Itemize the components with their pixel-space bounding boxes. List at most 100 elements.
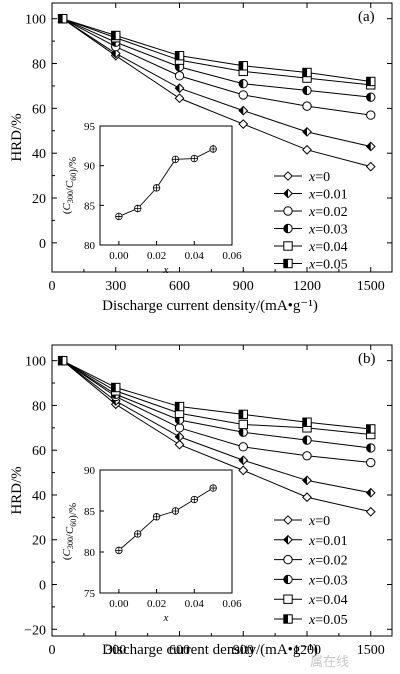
data-point bbox=[57, 13, 68, 24]
series-x-0-03 bbox=[57, 355, 376, 453]
legend: x=0 x=0.01 x=0.02 x=0.03 x=0.04 x=0.05 bbox=[274, 170, 348, 273]
data-point bbox=[174, 93, 185, 104]
x-tick-label: 300 bbox=[105, 643, 126, 658]
data-point-fill bbox=[366, 488, 371, 497]
legend-item: x=0.03 bbox=[274, 223, 348, 238]
y-tick-label: 60 bbox=[32, 102, 46, 117]
series-line bbox=[62, 360, 371, 464]
legend-marker-fill bbox=[283, 575, 288, 584]
data-point bbox=[238, 79, 248, 89]
series-x-0-05 bbox=[57, 355, 376, 434]
inset-data-point bbox=[152, 184, 161, 192]
legend-label: x=0.05 bbox=[308, 258, 348, 273]
y-tick-label: 100 bbox=[25, 13, 46, 28]
x-axis-title: Discharge current density/(mA•g⁻¹) bbox=[102, 298, 318, 314]
legend-marker bbox=[283, 171, 293, 181]
legend-marker-outline bbox=[283, 594, 293, 604]
inset-data-point-cross bbox=[190, 496, 198, 503]
inset-data-point bbox=[209, 484, 217, 492]
inset-x-tick-label: 0.06 bbox=[222, 250, 242, 262]
y-tick-label: 60 bbox=[32, 444, 46, 459]
y-tick-label: 20 bbox=[32, 192, 46, 207]
legend-marker bbox=[283, 554, 293, 565]
inset-x-tick-label: 0.06 bbox=[222, 598, 242, 610]
legend-item: x=0.04 bbox=[274, 593, 348, 608]
series-line bbox=[62, 18, 371, 82]
data-point bbox=[365, 141, 376, 152]
data-point bbox=[365, 487, 376, 498]
inset-chart: 0.00 0.02 0.04 0.06 75 80 85 90 x (C300/C60)/% bbox=[61, 465, 242, 624]
panel-label: (a) bbox=[358, 9, 375, 25]
data-point-outline bbox=[302, 451, 312, 461]
data-point-fill bbox=[366, 92, 371, 102]
series-line bbox=[62, 18, 371, 98]
inset-y-axis-title: (C300/C60)/% bbox=[61, 157, 79, 214]
data-point-outline bbox=[174, 71, 185, 81]
data-point bbox=[174, 423, 185, 433]
data-point bbox=[302, 101, 312, 111]
legend-item: x=0.01 bbox=[274, 534, 348, 549]
data-point bbox=[302, 85, 312, 96]
x-tick-label: 900 bbox=[233, 643, 254, 658]
data-point bbox=[174, 431, 185, 442]
data-point-fill bbox=[366, 443, 371, 453]
series-line bbox=[62, 18, 371, 147]
data-point bbox=[174, 401, 185, 412]
data-point-outline bbox=[365, 161, 376, 172]
data-point bbox=[238, 465, 249, 476]
inset-data-point-cross bbox=[134, 530, 142, 538]
series-line bbox=[62, 18, 371, 86]
data-point-fill bbox=[366, 142, 371, 151]
data-point bbox=[302, 417, 312, 427]
data-point bbox=[302, 435, 312, 445]
data-point-fill bbox=[175, 432, 180, 441]
data-point-outline bbox=[302, 101, 312, 111]
data-point bbox=[365, 161, 376, 172]
legend-item: x=0.02 bbox=[274, 554, 348, 569]
data-point-outline bbox=[238, 419, 248, 430]
legend-label: x=0.04 bbox=[308, 593, 348, 608]
data-point bbox=[302, 126, 312, 137]
legend-marker bbox=[283, 188, 293, 199]
data-point bbox=[365, 506, 376, 517]
data-point bbox=[302, 451, 312, 461]
data-point bbox=[366, 443, 376, 453]
inset-data-point-cross bbox=[153, 184, 160, 192]
inset-data-point-cross bbox=[172, 156, 179, 163]
data-point bbox=[238, 455, 249, 466]
data-point-fill bbox=[302, 435, 307, 445]
y-tick-label: 20 bbox=[32, 534, 46, 549]
legend-label: x=0 bbox=[308, 514, 330, 529]
data-point bbox=[302, 475, 312, 486]
legend-marker-outline bbox=[283, 171, 293, 181]
data-point-fill bbox=[239, 456, 244, 465]
data-point-fill bbox=[239, 106, 244, 115]
data-point-fill bbox=[366, 424, 371, 434]
data-point-fill bbox=[58, 356, 63, 365]
data-point-outline bbox=[365, 506, 376, 517]
panel-label: (b) bbox=[358, 351, 376, 367]
legend-marker bbox=[283, 223, 293, 234]
x-tick-label: 1200 bbox=[293, 643, 321, 658]
data-point-fill bbox=[239, 428, 244, 437]
series-line bbox=[62, 360, 371, 513]
data-point-fill bbox=[58, 14, 63, 23]
legend-item: x=0.03 bbox=[274, 573, 348, 588]
data-point bbox=[366, 457, 376, 468]
inset-x-tick-label: 0.04 bbox=[185, 598, 205, 610]
x-tick-label: 300 bbox=[105, 279, 126, 294]
data-point-fill bbox=[175, 83, 180, 93]
y-tick-label: 40 bbox=[32, 489, 46, 504]
y-tick-label: 80 bbox=[32, 399, 46, 414]
x-tick-label: 0 bbox=[49, 279, 56, 294]
x-tick-label: 1200 bbox=[293, 279, 321, 294]
legend-marker-fill bbox=[283, 259, 288, 268]
inset-series-line bbox=[118, 487, 214, 551]
inset-data-point bbox=[134, 204, 142, 213]
data-point-outline bbox=[366, 457, 376, 468]
inset-data-point-cross bbox=[153, 513, 160, 521]
legend-marker-fill bbox=[283, 189, 288, 198]
inset-data-point-cross bbox=[190, 155, 198, 162]
legend: x=0 x=0.01 x=0.02 x=0.03 x=0.04 x=0.05 bbox=[274, 514, 348, 628]
